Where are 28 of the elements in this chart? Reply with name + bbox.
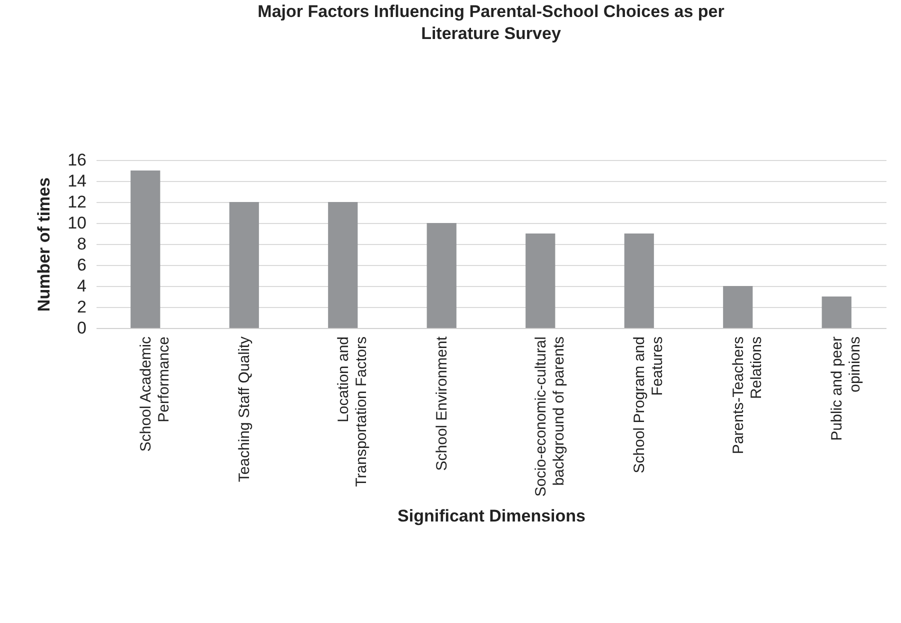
y-tick-label: 14 bbox=[68, 172, 86, 190]
y-tick-label: 6 bbox=[77, 256, 86, 274]
y-tick-label: 10 bbox=[68, 214, 86, 232]
y-tick-label: 4 bbox=[77, 276, 86, 296]
bar bbox=[822, 296, 852, 328]
bar bbox=[229, 202, 259, 328]
x-tick-label: Public and peer opinions bbox=[828, 336, 864, 441]
x-tick-label: Parents-Teachers Relations bbox=[730, 336, 765, 454]
x-tick-label: School Environment bbox=[434, 336, 451, 471]
x-tick-label: Teaching Staff Quality bbox=[236, 336, 254, 482]
bar bbox=[328, 202, 358, 328]
x-tick-label: Socio-economic-cultural background of parents bbox=[532, 336, 568, 497]
bar bbox=[526, 234, 556, 328]
bar bbox=[130, 170, 160, 328]
y-tick-label: 16 bbox=[68, 150, 86, 170]
bar bbox=[426, 223, 456, 328]
y-tick-label: 0 bbox=[77, 318, 86, 338]
y-tick-label: 8 bbox=[77, 234, 86, 254]
chart-title: Major Factors Influencing Parental-School Choices as per Literature Survey bbox=[258, 2, 725, 43]
x-tick-label: School Program and Features bbox=[631, 336, 666, 474]
y-axis-title: Number of times bbox=[34, 177, 54, 312]
x-axis-title: Significant Dimensions bbox=[398, 506, 586, 526]
x-tick-label: School Academic Performance bbox=[137, 336, 172, 452]
bar bbox=[723, 286, 753, 328]
y-tick-label: 12 bbox=[68, 192, 86, 212]
y-tick-label: 2 bbox=[77, 298, 86, 316]
x-tick-label: Location and Transportation Factors bbox=[334, 336, 370, 487]
bar bbox=[624, 234, 654, 328]
